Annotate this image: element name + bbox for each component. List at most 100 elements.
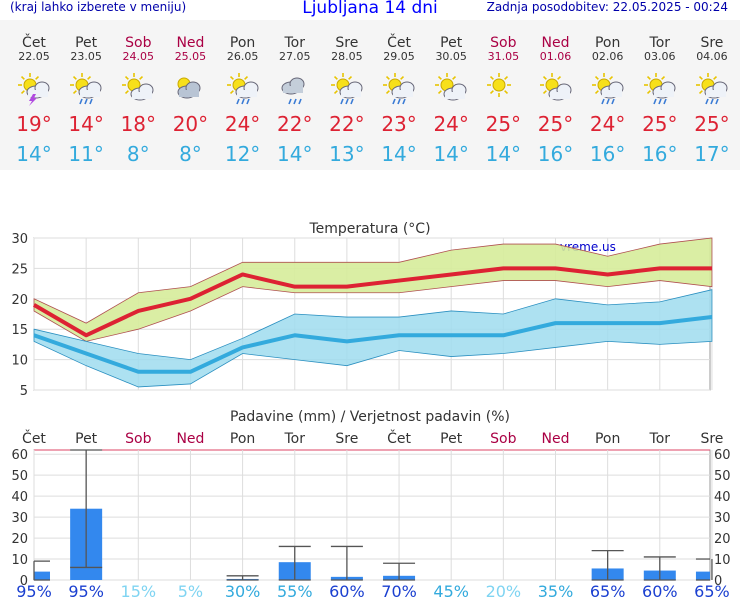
precipitation-probability-label: 65% [590, 582, 626, 600]
page-title: Ljubljana 14 dni [302, 0, 438, 18]
day-name: Čet [387, 35, 411, 51]
precipitation-y-tick-left: 40 [11, 490, 28, 505]
precipitation-day-label: Čet [387, 429, 411, 447]
precipitation-day-label: Ned [176, 431, 204, 447]
day-name: Tor [284, 35, 306, 51]
day-date: 01.06 [539, 50, 572, 63]
max-temperature: 24° [589, 112, 626, 136]
max-temperature: 23° [381, 112, 417, 136]
temperature-y-tick: 25 [11, 262, 28, 277]
temperature-y-tick: 10 [11, 354, 28, 369]
day-name: Pon [229, 35, 256, 51]
precipitation-bar [695, 571, 710, 580]
temperature-y-tick: 15 [11, 323, 28, 338]
location-menu-hint: (kraj lahko izberete v meniju) [10, 0, 187, 14]
day-date: 25.05 [174, 50, 207, 63]
sun-cloud-rain-icon [329, 72, 363, 106]
min-temperature: 11° [68, 142, 104, 166]
max-temperature-range-band [33, 237, 713, 342]
precipitation-day-label: Pon [230, 431, 255, 447]
temperature-chart-title: Temperatura (°C) [308, 221, 430, 237]
min-temperature: 14° [16, 142, 52, 166]
precipitation-y-tick-right: 0 [714, 574, 722, 589]
day-date: 30.05 [435, 50, 467, 63]
precipitation-day-label: Sob [490, 431, 516, 447]
max-temperature-line [32, 266, 712, 338]
precipitation-probability-label: 15% [121, 582, 157, 600]
min-temperature: 16° [537, 142, 574, 166]
precipitation-probability-label: 55% [277, 582, 313, 600]
precipitation-y-tick-left: 10 [11, 553, 28, 568]
day-name: Pet [440, 35, 463, 51]
min-temperature: 14° [277, 142, 313, 166]
day-name: Čet [22, 35, 46, 51]
precipitation-day-label: Sre [335, 431, 358, 447]
sun-cloud-rain-icon [68, 72, 102, 106]
sun-cloud-rain-icon [590, 72, 624, 106]
min-temperature: 13° [329, 142, 365, 166]
precipitation-probability-label: 60% [329, 582, 365, 600]
sun-cloud-rain-icon [642, 72, 676, 106]
temperature-y-tick: 30 [11, 232, 28, 247]
max-temperature: 24° [433, 112, 469, 136]
day-date: 22.05 [18, 50, 50, 63]
precipitation-chart-title: Padavine (mm) / Verjetnost padavin (%) [230, 409, 510, 425]
precipitation-y-tick-left: 0 [20, 574, 28, 589]
day-name: Sob [490, 35, 517, 51]
precipitation-probability-label: 95% [16, 582, 52, 600]
sun-behind-cloud-icon [172, 72, 206, 106]
sun-cloud-thunder-icon [16, 72, 50, 106]
day-name: Sre [700, 35, 724, 51]
min-temperature: 14° [433, 142, 469, 166]
day-name: Tor [649, 35, 671, 51]
sun-cloud-icon [120, 72, 154, 106]
precipitation-probability-label: 35% [538, 582, 574, 600]
precipitation-day-label: Tor [284, 431, 306, 447]
day-name: Sob [125, 35, 152, 51]
daily-forecast-strip: Čet 22.05 19° 14° Pet 23.05 14° 11° Sob 24.05 18° 8… [0, 20, 740, 170]
day-name: Sre [335, 35, 359, 51]
precipitation-day-label: Pet [75, 431, 98, 447]
sun-cloud-rain-icon [225, 72, 259, 106]
max-temperature: 20° [172, 112, 209, 136]
min-temperature: 8° [126, 142, 150, 166]
sun-cloud-icon [433, 72, 467, 106]
precipitation-y-tick-right: 20 [714, 532, 731, 547]
day-name: Pon [594, 35, 621, 51]
precipitation-y-tick-right: 40 [714, 490, 731, 505]
temperature-y-tick: 5 [20, 384, 28, 399]
day-date: 26.05 [226, 50, 259, 63]
max-temperature: 25° [642, 112, 678, 136]
precipitation-y-tick-left: 20 [11, 532, 28, 547]
precipitation-probability-label: 5% [178, 582, 203, 600]
day-date: 28.05 [331, 50, 363, 63]
day-date: 23.05 [70, 50, 102, 63]
min-temperature: 14° [381, 142, 417, 166]
precipitation-probability-label: 30% [225, 582, 261, 600]
precipitation-bar [34, 571, 50, 580]
precipitation-probability-label: 70% [381, 582, 417, 600]
day-name: Ned [176, 35, 205, 51]
day-date: 27.05 [279, 50, 311, 63]
top-bar: (kraj lahko izberete v meniju) Ljubljana… [0, 0, 740, 20]
day-date: 31.05 [487, 50, 520, 63]
precipitation-probability-label: 45% [433, 582, 469, 600]
precipitation-day-label: Pet [440, 431, 463, 447]
day-name: Ned [541, 35, 570, 51]
precipitation-y-tick-left: 30 [11, 511, 28, 526]
max-temperature: 19° [16, 112, 52, 136]
precipitation-probability-label: 95% [68, 582, 104, 600]
precipitation-probability-label: 20% [486, 582, 522, 600]
precipitation-day-label: Čet [22, 429, 46, 447]
temperature-y-tick: 20 [11, 293, 28, 308]
max-temperature: 25° [485, 112, 522, 136]
sun-icon [485, 72, 519, 106]
sun-cloud-icon [538, 72, 572, 106]
max-temperature: 24° [224, 112, 261, 136]
day-date: 03.06 [644, 50, 676, 63]
min-temperature: 16° [589, 142, 626, 166]
precipitation-y-tick-left: 60 [11, 448, 28, 463]
max-temperature: 25° [694, 112, 730, 136]
day-name: Pet [75, 35, 98, 51]
